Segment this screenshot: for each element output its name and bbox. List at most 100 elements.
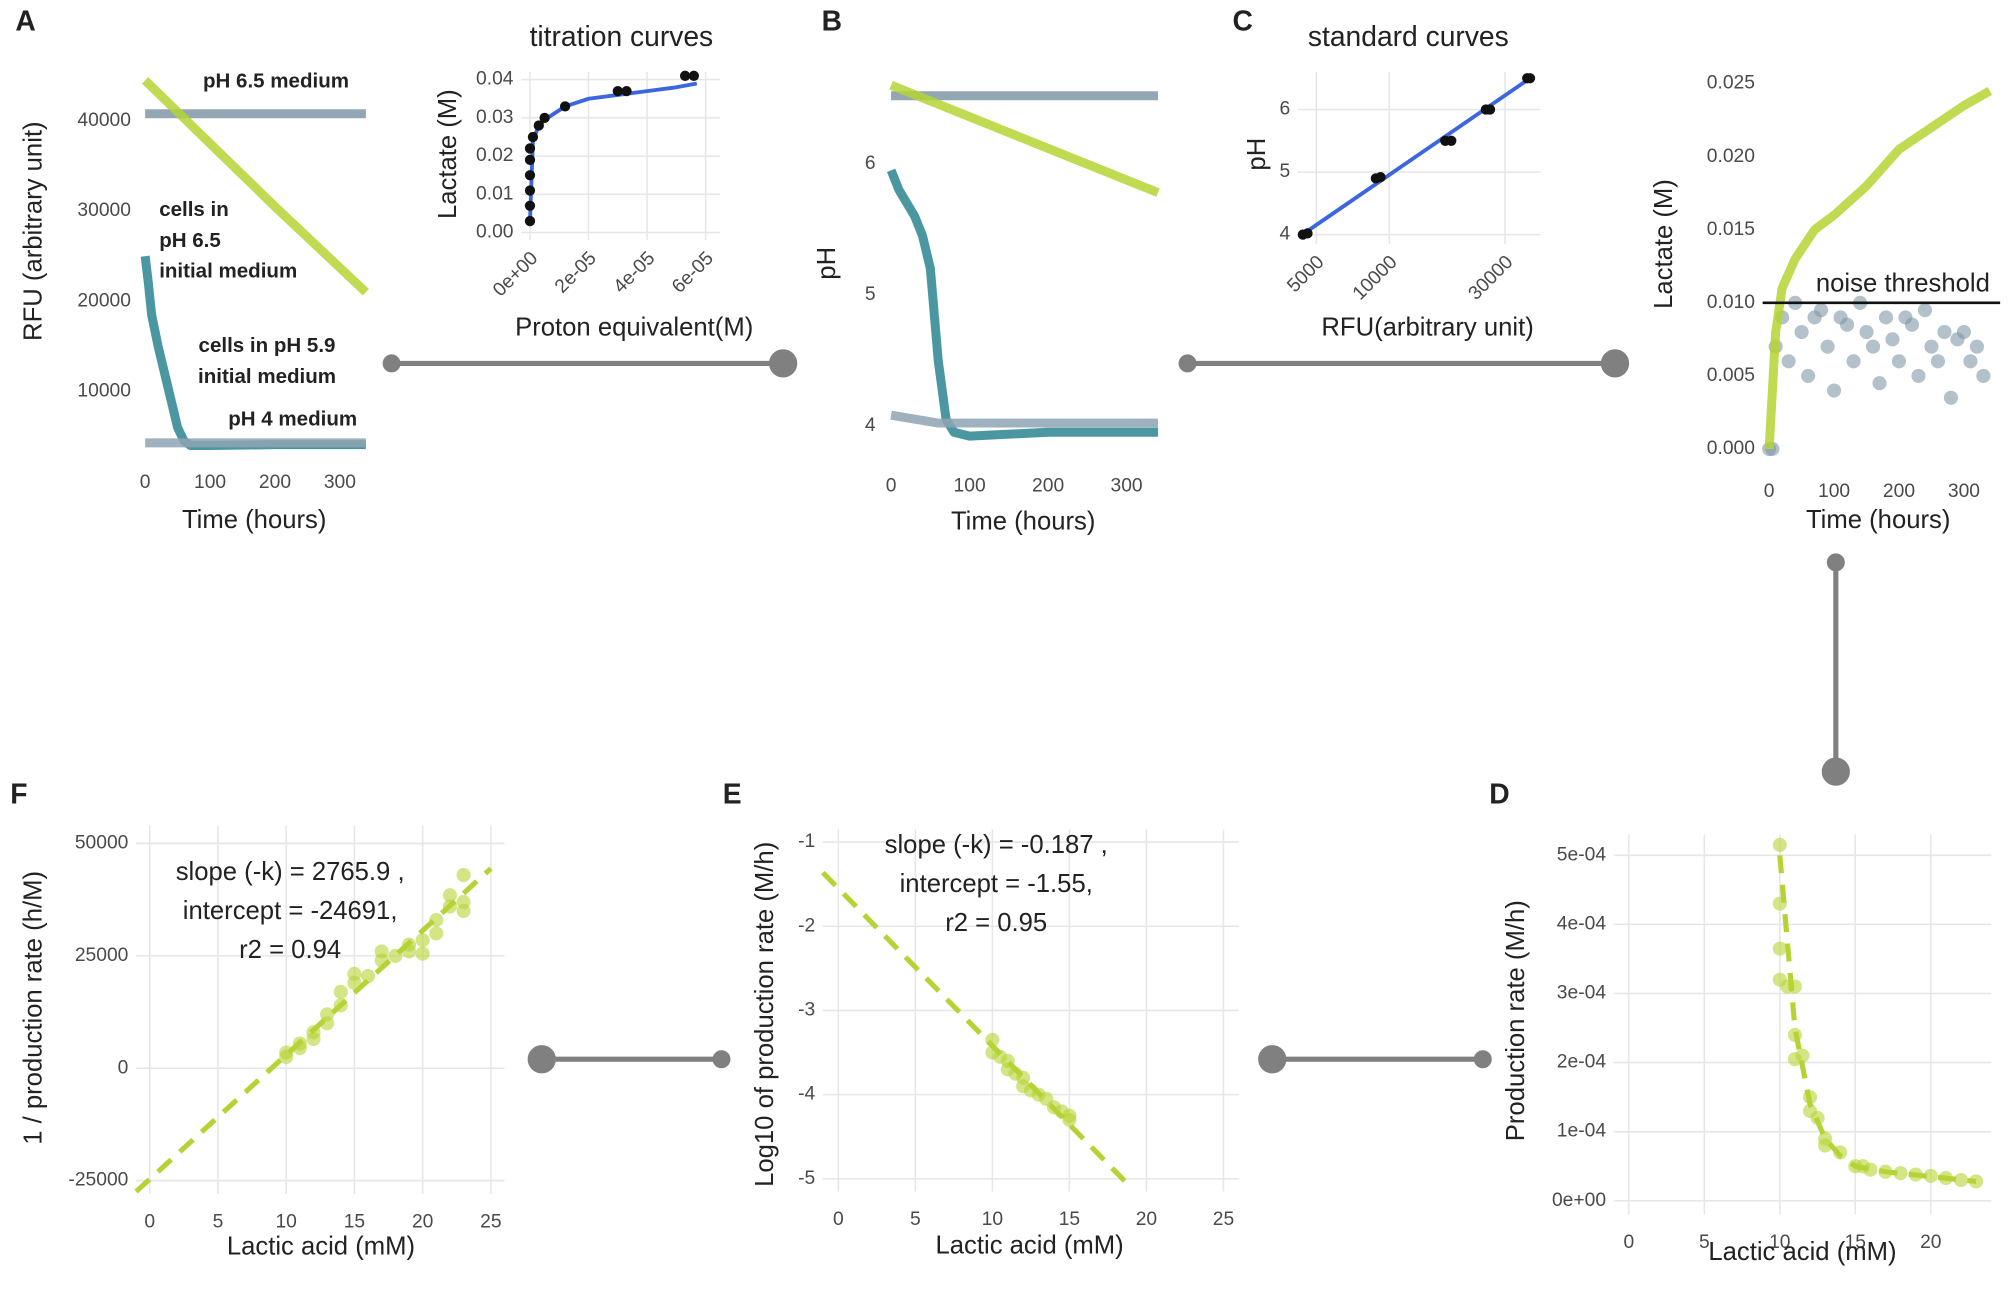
point	[524, 185, 536, 196]
x-tick-label: 0	[1623, 1232, 1634, 1253]
fit-line	[134, 866, 493, 1194]
point	[524, 143, 536, 154]
annotation: r2 = 0.95	[945, 909, 1047, 937]
point	[688, 70, 700, 81]
point	[333, 984, 348, 999]
series-line	[886, 168, 1158, 441]
point	[1801, 368, 1816, 383]
series-line	[142, 77, 369, 296]
annotation: r2 = 0.94	[239, 936, 341, 964]
point	[524, 200, 536, 211]
connector-end	[768, 349, 798, 378]
point	[429, 926, 444, 941]
panel-letter: A	[15, 5, 35, 37]
point	[1937, 324, 1952, 340]
series-line	[889, 81, 1160, 197]
point	[1891, 354, 1907, 369]
point	[1781, 354, 1796, 369]
point	[533, 120, 544, 131]
x-tick-label: 5	[213, 1211, 224, 1232]
point	[1794, 324, 1809, 340]
y-tick-label: 50000	[75, 833, 129, 854]
series-line	[890, 410, 1158, 428]
y-tick-label: 0.000	[1707, 438, 1755, 459]
x-tick-label: 15	[344, 1211, 365, 1232]
y-axis-title: Lactate (M)	[1650, 179, 1678, 309]
point	[1953, 1172, 1969, 1188]
x-tick-label: 100	[194, 472, 226, 493]
x-tick-label: 0	[886, 476, 897, 497]
panel-letter: F	[10, 778, 27, 810]
x-tick-label: 100	[954, 476, 986, 497]
point	[1878, 310, 1894, 325]
point	[612, 85, 623, 97]
annotation: slope (-k) = -0.187 ,	[885, 831, 1108, 859]
y-tick-label: 4e-04	[1557, 913, 1607, 934]
y-tick-label: 0.015	[1707, 219, 1755, 240]
connector-end	[1258, 1045, 1287, 1074]
x-tick-label: 15	[1845, 1232, 1866, 1253]
y-tick-label: 0.02	[476, 145, 513, 166]
x-tick-label: 200	[1032, 476, 1064, 497]
connector-end	[712, 1050, 731, 1069]
x-tick-label: 20	[412, 1211, 433, 1232]
point	[524, 170, 536, 181]
point	[1917, 303, 1933, 318]
y-tick-label: 0.020	[1707, 146, 1755, 167]
y-axis-title: Production rate (M/h)	[1502, 900, 1530, 1141]
point	[539, 112, 550, 124]
point	[320, 1007, 335, 1022]
x-axis-title: Lactic acid (mM)	[936, 1231, 1124, 1259]
y-tick-label: 4	[865, 415, 876, 436]
chart-title: standard curves	[1308, 20, 1509, 52]
x-tick-label: 5	[1699, 1232, 1710, 1253]
y-tick-label: 0e+00	[1552, 1190, 1606, 1211]
panel-letter: B	[822, 5, 842, 37]
connector-end	[1178, 354, 1197, 373]
point	[1827, 383, 1842, 398]
point	[1885, 332, 1900, 347]
fit-line	[1777, 855, 1977, 1184]
point	[1956, 324, 1971, 340]
panel-letter: C	[1232, 5, 1252, 37]
point	[442, 888, 458, 903]
y-tick-label: 0.04	[476, 69, 514, 90]
x-tick-label: 25	[1213, 1209, 1234, 1230]
point	[1839, 317, 1855, 332]
y-tick-label: 30000	[77, 200, 131, 221]
x-tick-label: 300	[324, 472, 356, 493]
panel-letter: D	[1489, 778, 1509, 810]
point	[456, 894, 471, 910]
y-tick-label: 40000	[77, 110, 131, 131]
point	[1872, 376, 1887, 391]
y-tick-label: -4	[798, 1084, 815, 1105]
point	[1446, 135, 1457, 146]
y-axis-title: 1 / production rate (h/M)	[19, 871, 47, 1145]
annotation: intercept = -24691,	[183, 897, 398, 925]
connector-end	[382, 354, 401, 373]
y-axis-title: pH	[1243, 138, 1271, 171]
point	[1772, 941, 1787, 956]
x-axis-title: Lactic acid (mM)	[1708, 1238, 1896, 1266]
point	[1924, 339, 1939, 354]
point	[1484, 104, 1496, 115]
point	[1893, 1166, 1908, 1181]
y-tick-label: -5	[798, 1168, 815, 1189]
y-tick-label: -25000	[68, 1170, 128, 1191]
chart-title: titration curves	[530, 20, 714, 52]
x-tick-label: 0	[140, 472, 151, 493]
x-tick-label: 100	[1818, 481, 1850, 502]
point	[524, 215, 536, 227]
y-tick-label: 5e-04	[1557, 844, 1607, 865]
y-tick-label: 1e-04	[1557, 1121, 1607, 1142]
connector-end	[1473, 1050, 1492, 1069]
y-tick-label: 6	[1280, 99, 1291, 120]
y-tick-label: 25000	[75, 945, 129, 966]
y-tick-label: 0.00	[476, 222, 513, 243]
series-line	[1764, 87, 1993, 450]
point	[1969, 339, 1984, 354]
point	[1923, 1168, 1938, 1183]
point	[1976, 368, 1991, 383]
